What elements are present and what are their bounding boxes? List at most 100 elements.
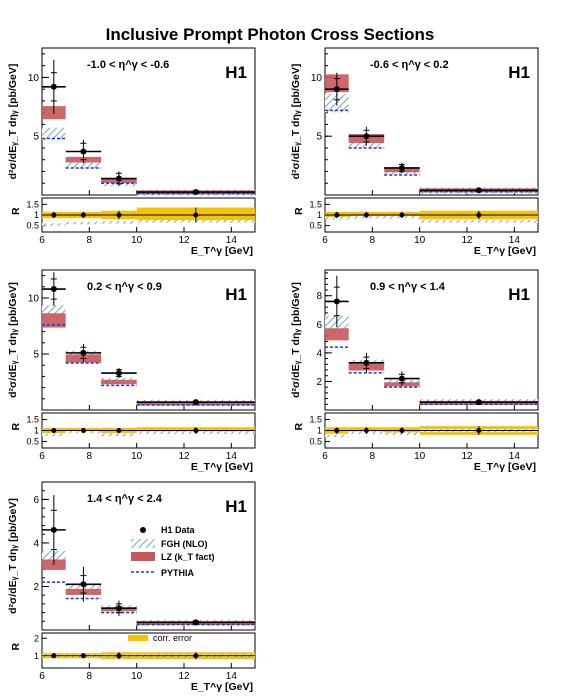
eta-range-label: 1.4 < η^γ < 2.4	[87, 493, 163, 505]
ratio-fgh-band	[65, 221, 102, 225]
y-tick-label: 4	[316, 348, 322, 359]
x-tick-label: 10	[131, 671, 143, 682]
x-tick-label: 8	[87, 235, 93, 246]
legend-lz-label: LZ (k_T fact)	[161, 552, 215, 562]
data-point	[115, 605, 122, 612]
data-point	[115, 370, 122, 377]
ratio-axis-label: R	[10, 207, 22, 215]
y-tick-label: 10	[311, 73, 323, 84]
ratio-fgh-band	[325, 434, 349, 438]
data-point	[50, 83, 57, 90]
panel-4: 2 4 6 8 0.511.5 6 8 10 12 14 d²σ/dEᵧ_T dηᵧ [pb/GeV…	[290, 269, 539, 473]
fgh-band	[65, 162, 102, 169]
data-point	[115, 175, 122, 182]
ratio-y-tick-label: 0.5	[26, 436, 39, 446]
ratio-axis-label: R	[10, 643, 22, 651]
legend-pythia-label: PYTHIA	[161, 568, 195, 578]
x-tick-label: 8	[87, 671, 93, 682]
data-point	[80, 349, 87, 356]
x-tick-label: 6	[39, 451, 45, 462]
lz-band	[42, 313, 66, 328]
x-tick-label: 6	[322, 451, 328, 462]
ratio-y-tick-label: 1.5	[309, 199, 322, 209]
x-tick-label: 8	[370, 235, 376, 246]
h1-label: H1	[225, 63, 247, 82]
ratio-y-tick-label: 1	[34, 426, 39, 436]
h1-label: H1	[225, 497, 247, 516]
panel-1: 5 10 0.511.5 6 8 10 12 14 d²σ/dEᵧ_T dηᵧ [pb/GeV]…	[7, 47, 256, 257]
y-tick-label: 10	[28, 294, 40, 305]
ratio-plot-frame	[41, 632, 256, 669]
data-point	[363, 359, 370, 366]
legend-fgh-swatch	[131, 539, 155, 548]
y-tick-label: 10	[28, 73, 40, 84]
legend: H1 Data FGH (NLO) LZ (k_T fact) PYTHIA corr.…	[128, 525, 215, 643]
ratio-y-tick-label: 1.5	[26, 415, 39, 425]
legend-data-label: H1 Data	[161, 525, 196, 535]
x-tick-label: 14	[226, 235, 238, 246]
y-axis-label: d²σ/dEᵧ_T dηᵧ [pb/GeV]	[7, 64, 19, 180]
y-tick-label: 6	[316, 320, 322, 331]
x-tick-label: 10	[131, 235, 143, 246]
x-tick-label: 12	[178, 235, 190, 246]
ratio-fgh-band	[101, 433, 137, 437]
y-tick-label: 2	[316, 377, 322, 388]
data-point	[192, 189, 199, 196]
x-tick-label: 12	[461, 235, 473, 246]
x-tick-label: 12	[178, 671, 190, 682]
x-axis-label: E_T^γ [GeV]	[191, 681, 253, 693]
x-tick-label: 6	[39, 235, 45, 246]
y-tick-label: 5	[33, 132, 39, 143]
ratio-fgh-band	[42, 433, 66, 437]
x-axis-label: E_T^γ [GeV]	[191, 245, 253, 257]
data-point	[398, 375, 405, 382]
data-point	[50, 526, 57, 533]
y-tick-label: 5	[33, 350, 39, 361]
y-axis-label: d²σ/dEᵧ_T dηᵧ [pb/GeV]	[290, 282, 302, 398]
x-tick-label: 14	[509, 235, 521, 246]
data-point	[80, 581, 87, 588]
x-axis-label: E_T^γ [GeV]	[474, 245, 536, 257]
eta-range-label: -0.6 < η^γ < 0.2	[370, 59, 449, 71]
lz-band	[42, 559, 66, 570]
main-plot-frame	[324, 47, 539, 196]
x-tick-label: 10	[414, 451, 426, 462]
lz-band	[325, 328, 349, 341]
y-tick-label: 8	[316, 291, 322, 302]
eta-range-label: 0.9 < η^γ < 1.4	[370, 281, 446, 293]
ratio-axis-label: R	[10, 423, 22, 431]
x-axis-label: E_T^γ [GeV]	[191, 461, 253, 473]
ratio-y-tick-label: 1.5	[309, 415, 322, 425]
x-tick-label: 14	[226, 671, 238, 682]
ratio-y-tick-label: 1	[34, 210, 39, 220]
panel-2: 5 10 0.511.5 6 8 10 12 14 d²σ/dEᵧ_T dηᵧ [pb/GeV]…	[290, 47, 539, 257]
ratio-y-tick-label: 1	[317, 426, 322, 436]
eta-range-label: 0.2 < η^γ < 0.9	[87, 281, 162, 293]
legend-data-marker	[140, 527, 146, 533]
ratio-axis-label: R	[293, 423, 305, 431]
ratio-fgh-band	[101, 221, 137, 224]
h1-label: H1	[225, 285, 247, 304]
lz-band	[101, 379, 137, 385]
x-tick-label: 8	[87, 451, 93, 462]
ratio-y-tick-label: 0.5	[26, 221, 39, 231]
ratio-y-tick-label: 0.5	[309, 436, 322, 446]
data-point	[475, 187, 482, 194]
data-point	[475, 399, 482, 406]
x-tick-label: 10	[414, 235, 426, 246]
y-tick-label: 6	[33, 495, 39, 506]
data-point	[192, 399, 199, 406]
legend-corr-error-swatch	[128, 635, 148, 641]
x-axis-label: E_T^γ [GeV]	[474, 461, 536, 473]
x-tick-label: 6	[39, 671, 45, 682]
ratio-fgh-band	[419, 220, 538, 223]
h1-label: H1	[508, 285, 530, 304]
figure-title: Inclusive Prompt Photon Cross Sections	[106, 25, 435, 44]
eta-range-label: -1.0 < η^γ < -0.6	[87, 59, 169, 71]
x-tick-label: 10	[131, 451, 143, 462]
main-plot-frame	[41, 269, 256, 411]
x-tick-label: 12	[178, 451, 190, 462]
ratio-y-tick-label: 1.5	[26, 199, 39, 209]
